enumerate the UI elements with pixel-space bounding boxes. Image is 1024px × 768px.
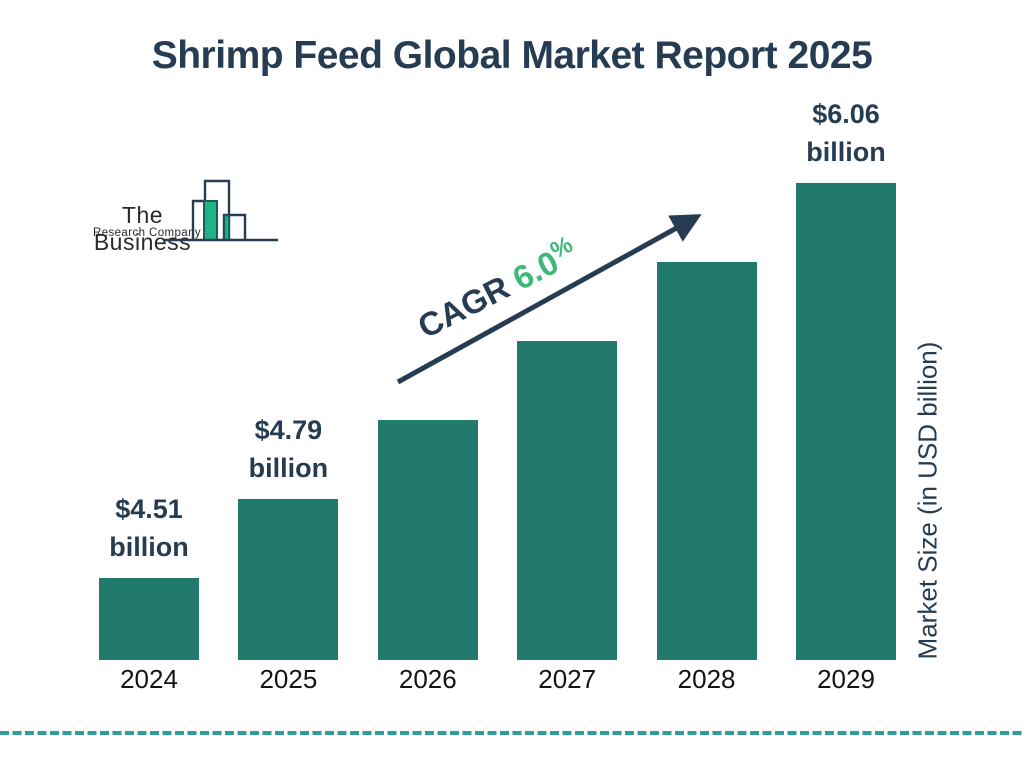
value-label-2029: $6.06 billion (761, 95, 931, 171)
logo-bar-chart-icon (163, 179, 278, 242)
value-label-unit: billion (806, 137, 886, 167)
value-label-unit: billion (248, 453, 329, 483)
chart-title: Shrimp Feed Global Market Report 2025 (151, 34, 873, 77)
logo-text-line1: The Business (93, 202, 192, 255)
cagr-annotation: CAGR 6.0% (394, 223, 600, 355)
bar-2027 (517, 341, 618, 660)
value-label-2024: $4.51 billion (64, 490, 234, 566)
value-label-amount: $6.06 (812, 99, 880, 129)
y-axis-label: Market Size (in USD billion) (912, 341, 943, 660)
bar-2026 (377, 420, 478, 660)
company-logo: The Business Research Company (60, 160, 300, 255)
x-tick-label-2026: 2026 (398, 664, 457, 694)
x-tick-label-2027: 2027 (538, 664, 597, 694)
x-tick-label-2028: 2028 (677, 664, 736, 694)
x-tick-label-2025: 2025 (259, 664, 318, 694)
value-label-amount: $4.51 (115, 494, 183, 524)
bar-2024 (99, 578, 199, 660)
logo-text-line2: Research Company (92, 227, 202, 239)
value-label-2025: $4.79 billion (203, 411, 373, 487)
bottom-dashed-divider (0, 731, 1024, 735)
bar-2025 (238, 499, 339, 660)
bar-2029 (796, 183, 896, 660)
cagr-label: CAGR (411, 268, 516, 346)
x-tick-label-2029: 2029 (817, 664, 875, 694)
bar-2028 (656, 262, 757, 660)
x-tick-label-2024: 2024 (120, 664, 178, 694)
value-label-unit: billion (109, 532, 189, 562)
value-label-amount: $4.79 (254, 415, 323, 445)
